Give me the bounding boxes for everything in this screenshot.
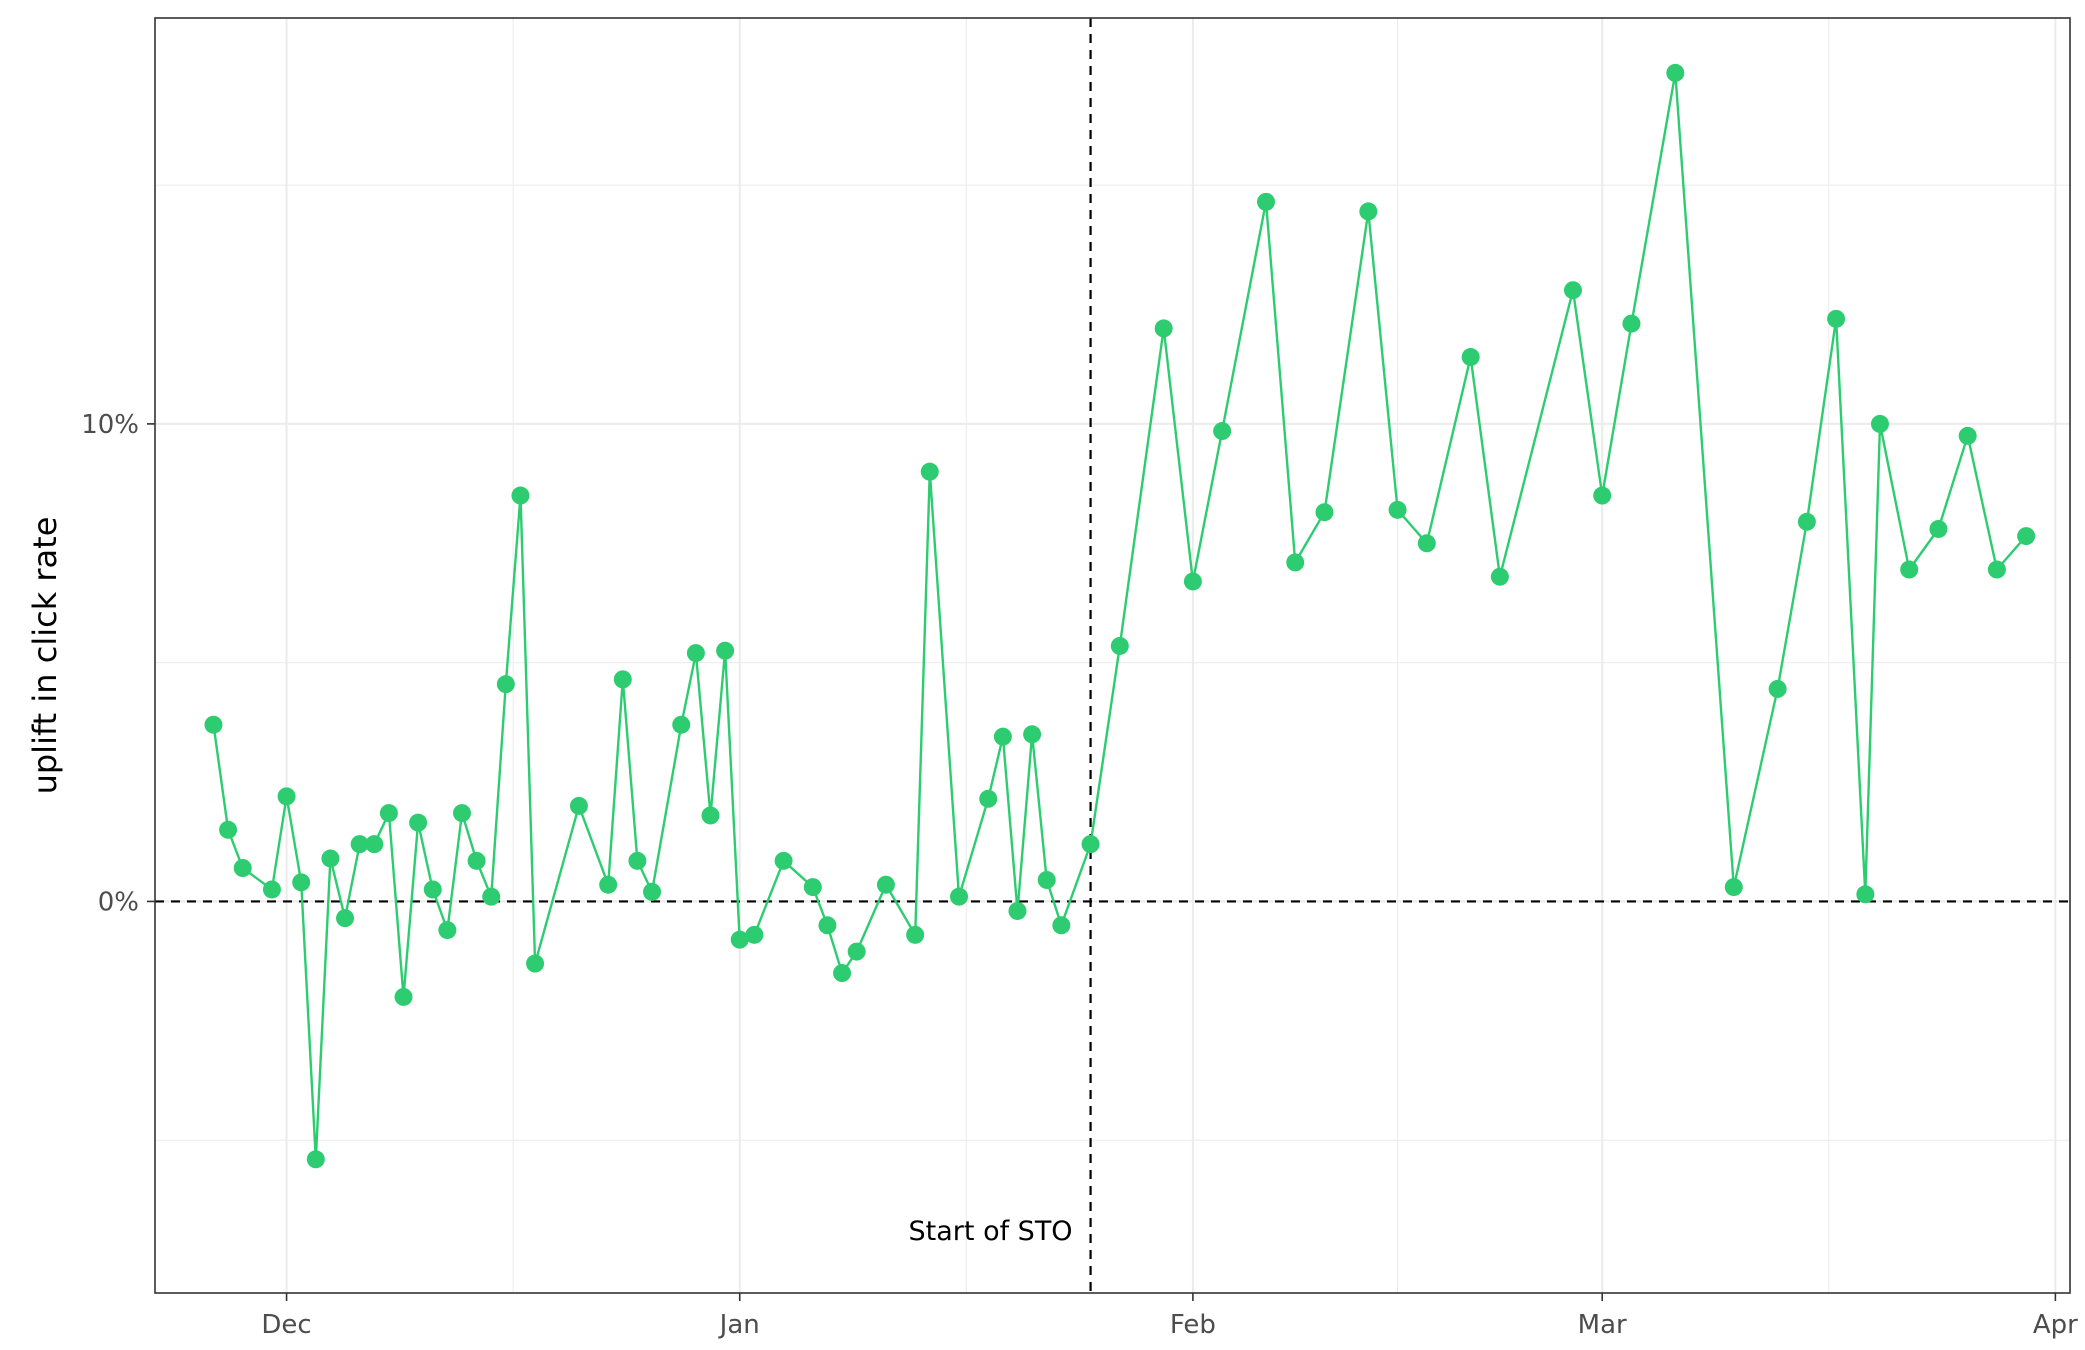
data-point xyxy=(1797,512,1816,531)
data-point xyxy=(1490,567,1509,586)
data-point xyxy=(277,787,296,806)
data-point xyxy=(847,942,866,961)
data-point xyxy=(686,644,705,663)
data-point xyxy=(482,887,501,906)
data-point xyxy=(321,849,340,868)
y-axis-title: uplift in click rate xyxy=(26,517,64,795)
data-point xyxy=(716,641,735,660)
data-point xyxy=(2017,527,2036,546)
data-point xyxy=(394,987,413,1006)
x-tick-label: Dec xyxy=(261,1310,311,1340)
data-point xyxy=(496,675,515,694)
data-point xyxy=(467,851,486,870)
x-tick-label: Feb xyxy=(1170,1310,1216,1340)
data-point xyxy=(219,820,238,839)
data-point xyxy=(306,1150,325,1169)
y-tick-label: 10% xyxy=(81,410,139,440)
data-point xyxy=(336,909,355,928)
panel-background xyxy=(155,18,2070,1293)
data-point xyxy=(1315,503,1334,522)
data-point xyxy=(1666,63,1685,82)
data-point xyxy=(1563,281,1582,300)
data-point xyxy=(979,789,998,808)
data-point xyxy=(1856,885,1875,904)
data-point xyxy=(1110,636,1129,655)
data-point xyxy=(803,878,822,897)
data-point xyxy=(423,880,442,899)
data-point xyxy=(1724,878,1743,897)
data-point xyxy=(438,921,457,940)
data-point xyxy=(950,887,969,906)
series-line xyxy=(212,71,2028,1161)
data-point xyxy=(730,930,749,949)
data-point xyxy=(1987,560,2006,579)
data-point xyxy=(774,851,793,870)
data-point xyxy=(1827,309,1846,328)
data-point xyxy=(1023,725,1042,744)
axes: Dec Jan Feb Mar Apr 0% 10% xyxy=(81,410,2078,1340)
data-point xyxy=(643,882,662,901)
data-point xyxy=(1622,314,1641,333)
data-point xyxy=(1183,572,1202,591)
data-point xyxy=(1286,553,1305,572)
data-point xyxy=(569,796,588,815)
data-point xyxy=(1768,679,1787,698)
annotation-start-of-sto: Start of STO xyxy=(909,1216,1073,1247)
data-point xyxy=(672,715,691,734)
data-point xyxy=(409,813,428,832)
data-point xyxy=(262,880,281,899)
panel-border xyxy=(154,17,2071,1294)
data-point xyxy=(526,954,545,973)
data-point xyxy=(379,804,398,823)
y-tick-label: 0% xyxy=(98,887,139,917)
reference-lines xyxy=(155,18,2070,1293)
data-point xyxy=(1870,414,1889,433)
data-point xyxy=(233,859,252,877)
data-point xyxy=(452,804,471,823)
data-point xyxy=(906,925,925,944)
data-point xyxy=(1008,901,1027,920)
data-point xyxy=(1900,560,1919,579)
data-point xyxy=(833,964,852,983)
data-point xyxy=(1213,422,1232,441)
data-point xyxy=(292,873,311,892)
data-point xyxy=(365,835,384,854)
data-point xyxy=(1929,519,1948,538)
data-point xyxy=(818,916,837,935)
data-point xyxy=(1081,835,1100,854)
x-tick-label: Apr xyxy=(2033,1310,2078,1340)
data-point xyxy=(511,486,530,505)
data-point xyxy=(1593,486,1612,505)
data-point xyxy=(1417,534,1436,553)
data-point xyxy=(599,875,618,894)
data-point xyxy=(1388,500,1407,519)
data-point xyxy=(204,715,223,734)
data-point xyxy=(1958,426,1977,445)
data-point xyxy=(993,727,1012,746)
data-point xyxy=(1052,916,1071,935)
data-point xyxy=(1154,319,1173,338)
data-point xyxy=(628,851,647,870)
grid-lines xyxy=(155,18,2070,1293)
data-point xyxy=(350,835,369,854)
data-point xyxy=(1461,348,1480,367)
data-point xyxy=(876,875,895,894)
data-point xyxy=(745,925,764,944)
data-point xyxy=(920,462,939,481)
x-tick-label: Mar xyxy=(1578,1310,1627,1340)
data-point xyxy=(701,806,720,825)
data-point xyxy=(613,670,632,689)
x-tick-label: Jan xyxy=(718,1310,760,1340)
series-layer xyxy=(204,63,2036,1169)
data-point xyxy=(1359,202,1378,221)
data-point xyxy=(1256,192,1275,211)
data-point xyxy=(1037,870,1056,889)
